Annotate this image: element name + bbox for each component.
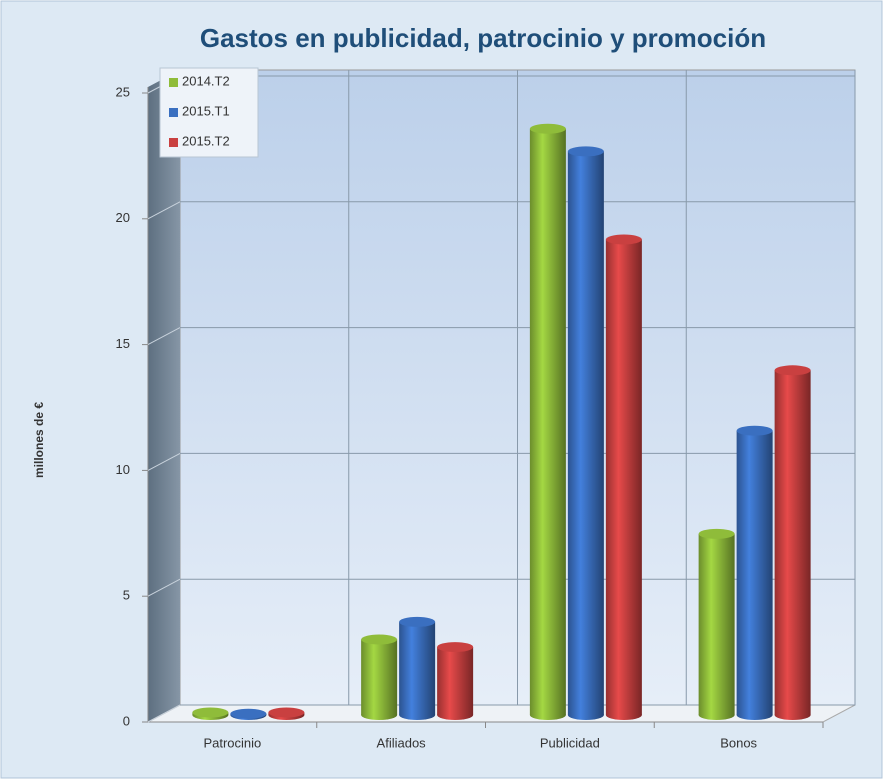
bar-body bbox=[399, 621, 436, 715]
bar-bottom bbox=[736, 710, 773, 720]
bar-top bbox=[230, 708, 267, 719]
y-tick-label: 15 bbox=[116, 336, 130, 351]
bar-top bbox=[361, 634, 398, 645]
bar-bottom bbox=[529, 710, 566, 720]
grid-line bbox=[147, 452, 181, 471]
bar-top bbox=[605, 234, 642, 245]
legend-label: 2015.T1 bbox=[182, 103, 230, 118]
legend-swatch bbox=[169, 108, 178, 117]
x-tick-label: Publicidad bbox=[540, 735, 600, 750]
bar-top bbox=[192, 707, 229, 718]
y-tick-label: 0 bbox=[123, 713, 130, 728]
bar bbox=[567, 146, 604, 720]
bar-body bbox=[567, 151, 604, 715]
bar-bottom bbox=[567, 710, 604, 720]
chart-title: Gastos en publicidad, patrocinio y promo… bbox=[200, 23, 766, 53]
bar-top bbox=[774, 365, 811, 376]
bar-top bbox=[399, 616, 436, 627]
legend-label: 2015.T2 bbox=[182, 133, 230, 148]
bar-bottom bbox=[437, 710, 474, 720]
bar-body bbox=[698, 533, 735, 715]
x-tick-label: Afiliados bbox=[377, 735, 427, 750]
bar bbox=[698, 528, 735, 720]
bar bbox=[529, 123, 566, 720]
bar-top bbox=[567, 146, 604, 157]
bar-top bbox=[437, 642, 474, 653]
y-tick-label: 5 bbox=[123, 588, 130, 603]
bar-bottom bbox=[698, 710, 735, 720]
bar bbox=[437, 642, 474, 720]
y-tick-label: 25 bbox=[116, 84, 130, 99]
bar-top bbox=[529, 123, 566, 134]
bar bbox=[361, 634, 398, 720]
bar bbox=[605, 234, 642, 720]
bar bbox=[230, 708, 267, 720]
bar-bottom bbox=[361, 710, 398, 720]
grid-line bbox=[147, 201, 181, 220]
legend-swatch bbox=[169, 138, 178, 147]
bar bbox=[736, 425, 773, 720]
bar-bottom bbox=[399, 710, 436, 720]
bar bbox=[268, 707, 305, 720]
x-tick-label: Patrocinio bbox=[203, 735, 261, 750]
bar bbox=[192, 707, 229, 720]
bar-body bbox=[736, 430, 773, 715]
side-wall bbox=[148, 70, 180, 722]
bar bbox=[774, 365, 811, 720]
y-tick-label: 20 bbox=[116, 210, 130, 225]
bar-top bbox=[736, 425, 773, 436]
bar bbox=[399, 616, 436, 720]
bar-top bbox=[268, 707, 305, 718]
x-tick-label: Bonos bbox=[720, 735, 757, 750]
y-tick-label: 10 bbox=[116, 462, 130, 477]
bar-body bbox=[774, 370, 811, 715]
bar-body bbox=[361, 639, 398, 715]
bar-body bbox=[605, 239, 642, 715]
bar-top bbox=[698, 528, 735, 539]
bar-bottom bbox=[605, 710, 642, 720]
bar-body bbox=[437, 647, 474, 715]
bar-body bbox=[529, 128, 566, 716]
bar-bottom bbox=[774, 710, 811, 720]
grid-line bbox=[147, 327, 181, 346]
grid-line bbox=[147, 704, 181, 723]
legend-label: 2014.T2 bbox=[182, 73, 230, 88]
y-axis-label: millones de € bbox=[32, 402, 46, 478]
grid-line bbox=[147, 578, 181, 597]
legend-swatch bbox=[169, 78, 178, 87]
